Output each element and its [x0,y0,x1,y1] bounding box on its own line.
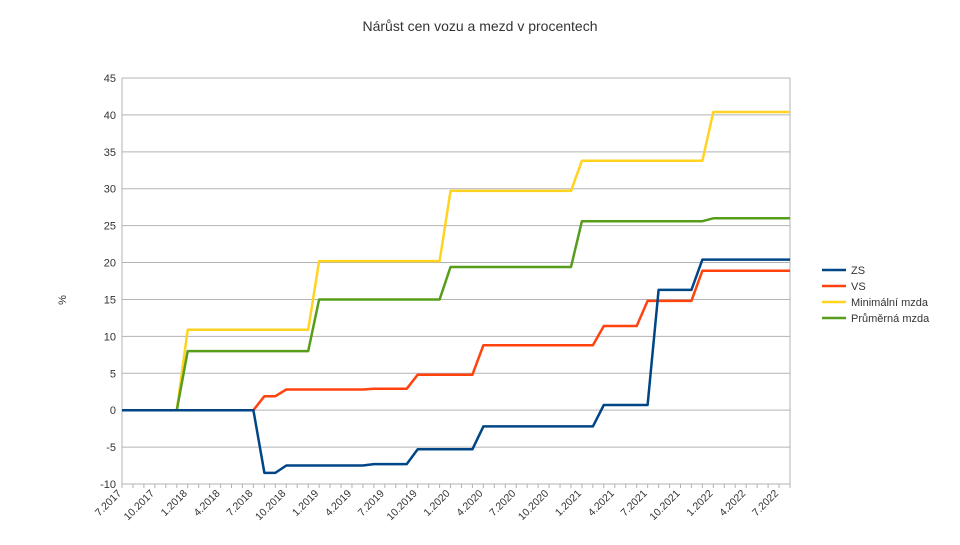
y-tick-label: -5 [106,442,116,454]
y-tick-label: 45 [104,73,116,85]
x-tick-label: 7.2019 [356,488,387,519]
y-tick-label: 5 [110,368,116,380]
x-tick-label: 10.2020 [516,488,551,523]
x-tick-label: 4.2022 [717,488,748,519]
x-tick-label: 4.2018 [191,488,222,519]
x-tick-label: 1.2019 [290,488,321,519]
y-tick-label: 25 [104,221,116,233]
y-tick-label: 30 [104,184,116,196]
y-tick-label: 15 [104,294,116,306]
chart-title: Nárůst cen vozu a mezd v procentech [362,18,597,34]
x-tick-label: 7.2018 [224,488,255,519]
y-tick-label: 35 [104,147,116,159]
series-line-vs [122,269,790,412]
x-tick-label: 1.2020 [421,488,452,519]
y-tick-label: 20 [104,258,116,270]
legend-label: ZS [851,265,865,277]
series-line-minimální-mzda [122,110,790,412]
y-axis-label: % [57,295,69,305]
legend-label: VS [851,281,866,293]
y-tick-label: 10 [104,331,116,343]
x-tick-label: 7.2017 [93,488,124,519]
x-tick-label: 1.2022 [684,488,715,519]
x-tick-label: 7.2022 [750,488,781,519]
x-tick-label: 1.2021 [553,488,584,519]
x-tick-label: 7.2020 [487,488,518,519]
x-tick-label: 10.2018 [253,488,288,523]
y-tick-label: 40 [104,110,116,122]
x-tick-label: 4.2021 [586,488,617,519]
y-tick-label: -10 [100,479,116,491]
x-tick-label: 10.2019 [384,488,419,523]
x-tick-label: 7.2021 [619,488,650,519]
legend-label: Minimální mzda [851,297,929,309]
x-tick-label: 4.2019 [323,488,354,519]
x-tick-label: 10.2021 [647,488,682,523]
legend-label: Průměrná mzda [851,313,930,325]
x-tick-label: 1.2018 [159,488,190,519]
x-tick-label: 4.2020 [454,488,485,519]
y-tick-label: 0 [110,405,116,417]
x-tick-label: 10.2017 [122,488,157,523]
series-line-průměrná-mzda [122,217,790,412]
series-line-zs [122,258,790,475]
